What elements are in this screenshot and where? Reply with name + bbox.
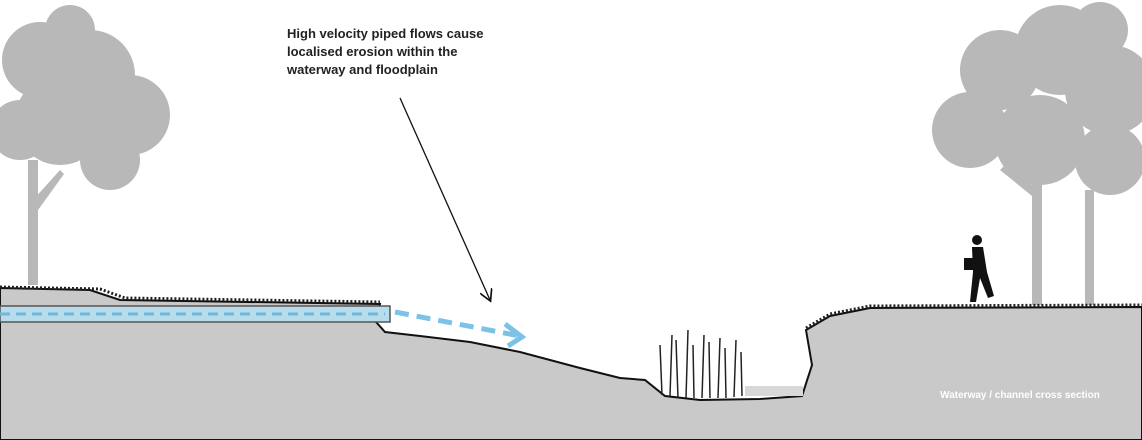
caption: Waterway / channel cross section — [940, 390, 1100, 401]
leader-line — [400, 98, 490, 300]
annotation-line: waterway and floodplain — [286, 62, 438, 77]
person — [964, 235, 994, 302]
annotation-line: High velocity piped flows cause — [287, 26, 484, 41]
diagram: High velocity piped flows cause localise… — [0, 0, 1142, 440]
tree-right — [932, 2, 1142, 305]
annotation: High velocity piped flows cause localise… — [286, 26, 487, 77]
tree-left — [0, 5, 170, 285]
annotation-line: localised erosion within the — [287, 44, 457, 59]
water — [745, 386, 803, 396]
reeds — [660, 330, 742, 398]
flow-arrow — [395, 312, 520, 336]
